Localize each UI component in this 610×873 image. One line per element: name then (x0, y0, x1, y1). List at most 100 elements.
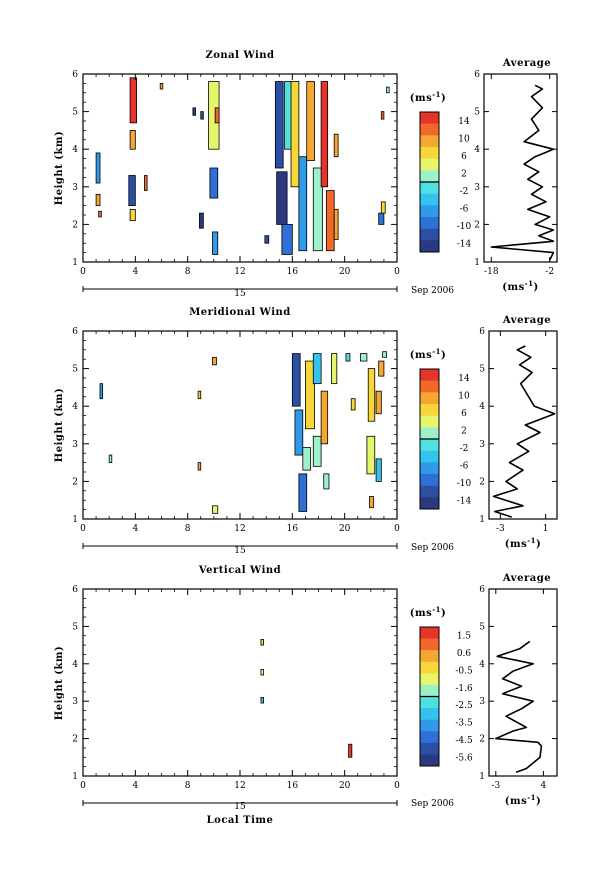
data-cell (298, 156, 308, 252)
colorbar-swatch (420, 205, 439, 218)
y-tick-label: 3 (72, 183, 78, 193)
average-profile-line (490, 84, 555, 261)
colorbar-tick-label: -0.5 (455, 666, 473, 676)
data-cell (312, 353, 322, 385)
y-tick-label: 6 (72, 585, 78, 595)
x-tick-label: 12 (234, 524, 245, 534)
y-tick-label: 5 (72, 365, 78, 375)
data-cell (350, 398, 356, 411)
meridional-wind-average-title: Average (502, 315, 551, 326)
data-cell (99, 383, 104, 400)
average-y-tick-label: 1 (479, 772, 485, 782)
average-y-tick-label: 4 (479, 402, 485, 412)
colorbar-swatch (420, 193, 439, 206)
average-y-tick-label: 3 (479, 440, 485, 450)
data-cell (144, 175, 148, 191)
average-y-tick-label: 4 (474, 145, 480, 155)
data-cell (128, 175, 136, 207)
data-cell (320, 81, 329, 188)
colorbar-tick-label: 6 (461, 152, 467, 162)
data-cell (260, 639, 264, 646)
data-cell (291, 353, 301, 407)
x-tick-label: 16 (287, 781, 299, 791)
y-tick-label: 4 (72, 145, 78, 155)
average-y-tick-label: 3 (474, 183, 480, 193)
average-x-tick-label: -2 (545, 267, 554, 277)
data-cell (380, 111, 385, 120)
data-cell (345, 353, 351, 362)
x-tick-label: 16 (287, 524, 299, 534)
y-tick-label: 3 (72, 697, 78, 707)
colorbar-swatch (420, 754, 439, 767)
average-x-tick-label: 4 (541, 781, 547, 791)
data-cell (331, 353, 338, 385)
data-cell (98, 210, 102, 218)
colorbar-swatch (420, 474, 439, 486)
colorbar-tick-label: 2 (461, 426, 467, 436)
colorbar-unit-label: (ms-1) (410, 90, 446, 105)
y-tick-label: 1 (72, 772, 78, 782)
data-cell (129, 208, 136, 222)
vertical-wind-date-label: 15 (234, 802, 246, 812)
colorbar-swatch (420, 147, 439, 159)
vertical-wind-panel: Vertical Wind Height (km) Sep 2006 15 Av… (54, 565, 558, 826)
colorbar-swatch (420, 380, 439, 393)
colorbar-swatch (420, 427, 439, 440)
colorbar-swatch (420, 684, 439, 697)
colorbar-tick-label: 0.6 (457, 649, 472, 659)
y-tick-label: 6 (72, 70, 78, 80)
colorbar-swatch (420, 392, 439, 405)
data-cell (214, 107, 220, 124)
x-tick-label: 12 (234, 781, 245, 791)
x-tick-label: 4 (132, 267, 138, 277)
data-cell (302, 447, 312, 471)
colorbar-swatch (420, 485, 439, 498)
meridional-wind-month-label: Sep 2006 (411, 543, 454, 553)
data-cell (312, 435, 322, 467)
data-cell (378, 212, 385, 225)
colorbar-swatch (420, 228, 439, 241)
colorbar-swatch (420, 170, 439, 183)
colorbar-tick-label: 1.5 (457, 632, 472, 642)
x-tick-label: 8 (185, 781, 191, 791)
data-cell (281, 223, 293, 255)
data-cell (386, 86, 390, 94)
colorbar-swatch (420, 742, 439, 755)
y-tick-label: 2 (72, 220, 78, 230)
zonal-wind-average-title: Average (502, 58, 551, 69)
average-y-tick-label: 6 (479, 585, 485, 595)
zonal-wind-title: Zonal Wind (205, 50, 274, 61)
data-cell (323, 473, 330, 490)
x-tick-label: 0 (80, 524, 86, 534)
colorbar-tick-label: -14 (457, 496, 472, 506)
colorbar-tick-label: 10 (458, 391, 470, 401)
zonal-wind-date-label: 15 (234, 289, 246, 299)
x-tick-label: 20 (339, 524, 351, 534)
average-x-tick-label: 1 (543, 524, 549, 534)
average-y-tick-label: 2 (479, 735, 485, 745)
colorbar-swatch (420, 627, 439, 639)
colorbar-tick-label: 14 (458, 374, 470, 384)
colorbar-swatch (420, 661, 439, 674)
data-cell (260, 697, 264, 704)
x-tick-label: 20 (339, 781, 351, 791)
average-y-tick-label: 6 (479, 327, 485, 337)
average-x-tick-label: -18 (484, 267, 499, 277)
x-tick-label: 0 (394, 524, 400, 534)
average-frame (488, 588, 558, 777)
colorbar-swatch (420, 123, 439, 136)
y-tick-label: 4 (72, 660, 78, 670)
data-cell (95, 193, 101, 207)
colorbar-swatch (420, 415, 439, 428)
meridional-wind-panel: Meridional Wind Height (km) Sep 2006 15 … (54, 307, 558, 556)
data-cell (199, 212, 204, 229)
colorbar-tick-label: -10 (457, 479, 472, 489)
meridional-wind-title: Meridional Wind (189, 307, 291, 318)
colorbar-swatch (420, 450, 439, 463)
colorbar-swatch (420, 369, 439, 381)
data-cell (129, 77, 138, 124)
average-profile-line (494, 640, 543, 774)
average-y-tick-label: 4 (479, 660, 485, 670)
